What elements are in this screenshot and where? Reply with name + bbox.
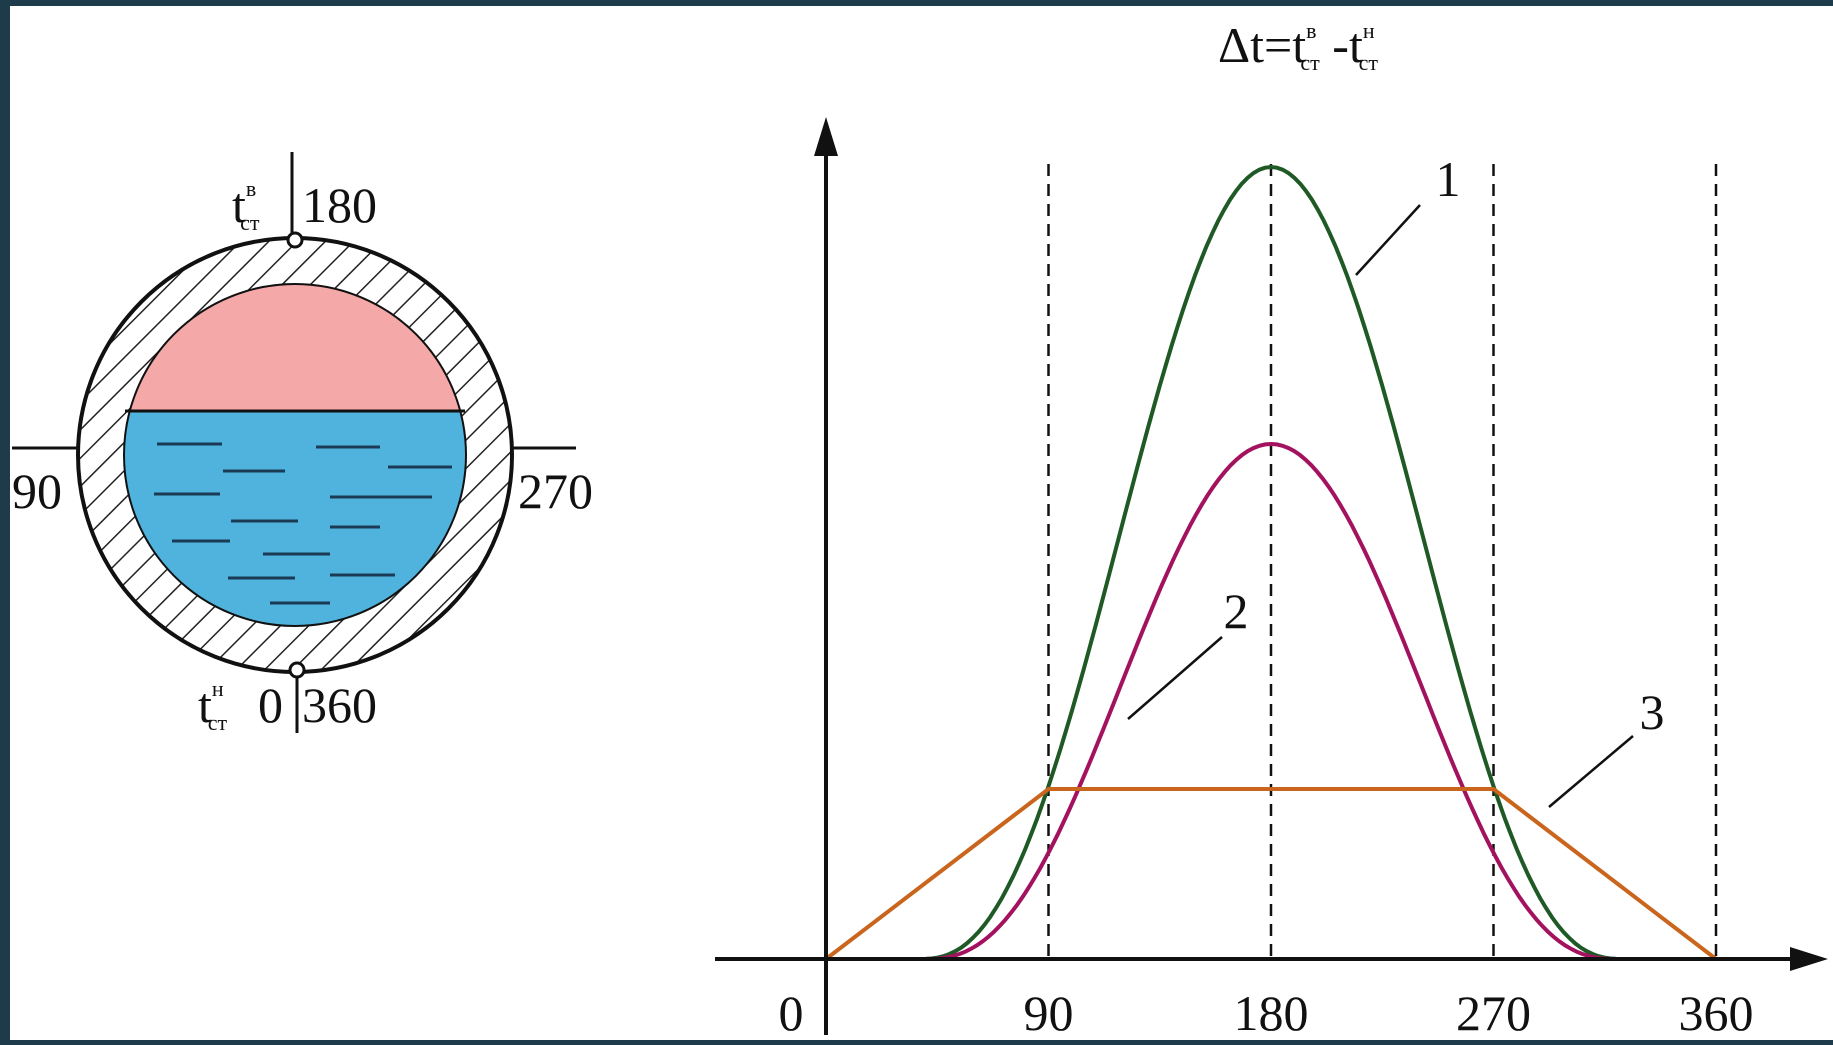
symbol: t <box>198 677 212 733</box>
angle-label: 0 <box>258 677 283 733</box>
y-axis-arrow <box>814 117 838 156</box>
x-tick-label: 360 <box>1679 985 1754 1041</box>
top-point <box>286 231 304 249</box>
top-wall-temp: tв ст <box>232 176 260 235</box>
curve-label: 2 <box>1224 583 1249 639</box>
bottom-wall-temp: tн ст <box>198 676 227 735</box>
subscript: ст <box>1300 50 1320 75</box>
x-tick-label: 0 <box>779 985 804 1041</box>
title-part: -t <box>1320 17 1363 73</box>
curve-label: 3 <box>1640 684 1665 740</box>
symbol: t <box>232 177 246 233</box>
subscript: ст <box>240 210 260 235</box>
curve-label: 1 <box>1436 151 1461 207</box>
reference-lines <box>12 152 576 733</box>
subscript: ст <box>208 710 228 735</box>
subscript: ст <box>1359 50 1379 75</box>
x-tick-label: 180 <box>1234 985 1309 1041</box>
superscript: в <box>1306 18 1316 43</box>
plot-title: Δt=tв ст -tн ст <box>1218 17 1378 75</box>
x-axis-arrow <box>1790 947 1828 971</box>
angle-label: 360 <box>302 677 377 733</box>
angle-label: 180 <box>302 177 377 233</box>
superscript: в <box>246 176 256 201</box>
curve-3 <box>824 787 1718 961</box>
curve-1 <box>919 164 1623 961</box>
angle-label: 90 <box>12 463 62 519</box>
x-tick-label: 90 <box>1024 985 1074 1041</box>
superscript: н <box>212 676 224 701</box>
superscript: н <box>1363 18 1375 43</box>
curve-2 <box>924 441 1618 961</box>
bottom-point <box>288 661 306 679</box>
leader-line <box>1355 204 1421 276</box>
angle-label: 270 <box>518 463 593 519</box>
leader-line <box>1127 636 1223 720</box>
title-part: Δt=t <box>1218 17 1306 73</box>
plot: 1 2 3 <box>824 151 1718 961</box>
leader-line <box>1548 735 1634 808</box>
water-ripples <box>154 442 452 605</box>
x-tick-label: 270 <box>1456 985 1531 1041</box>
